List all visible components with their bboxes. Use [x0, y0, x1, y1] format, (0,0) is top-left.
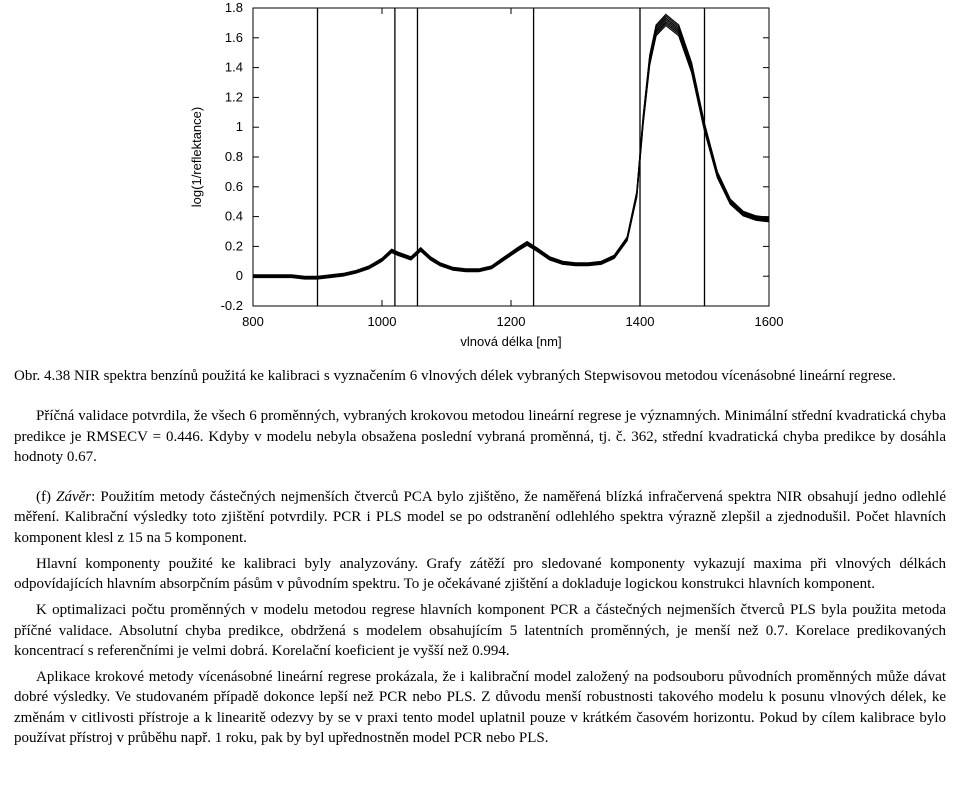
- nir-chart-svg: 800 1000 1200 1400 1600 -0.2 0 0.2 0.4 0.6 0.8 1 1.2…: [165, 0, 795, 350]
- svg-text:1: 1: [236, 119, 243, 134]
- paragraph-conclusion: (f) Závěr: Použitím metody částečných ne…: [14, 487, 946, 548]
- nir-spectrum-chart: 800 1000 1200 1400 1600 -0.2 0 0.2 0.4 0.6 0.8 1 1.2…: [165, 0, 795, 350]
- conclusion-rest: : Použitím metody částečných nejmenších …: [14, 489, 946, 546]
- svg-text:0.2: 0.2: [225, 238, 243, 253]
- svg-text:vlnová délka [nm]: vlnová délka [nm]: [460, 334, 561, 349]
- paragraph-components: Hlavní komponenty použité ke kalibraci b…: [14, 554, 946, 595]
- svg-text:1400: 1400: [626, 314, 655, 329]
- svg-text:1.8: 1.8: [225, 0, 243, 15]
- paragraph-stepwise: Aplikace krokové metody vícenásobné line…: [14, 667, 946, 748]
- paragraph-validation: Příčná validace potvrdila, že všech 6 pr…: [14, 406, 946, 467]
- conclusion-em: Závěr: [56, 489, 91, 505]
- svg-text:-0.2: -0.2: [221, 298, 243, 313]
- spacer: [14, 473, 946, 487]
- svg-text:0.8: 0.8: [225, 149, 243, 164]
- conclusion-prefix: (f): [36, 489, 56, 505]
- svg-text:1.4: 1.4: [225, 60, 243, 75]
- svg-text:1000: 1000: [368, 314, 397, 329]
- svg-text:1200: 1200: [497, 314, 526, 329]
- svg-text:0.6: 0.6: [225, 179, 243, 194]
- svg-text:1.6: 1.6: [225, 30, 243, 45]
- svg-text:1.2: 1.2: [225, 89, 243, 104]
- svg-text:0.4: 0.4: [225, 209, 243, 224]
- paragraph-optimization: K optimalizaci počtu proměnných v modelu…: [14, 600, 946, 661]
- svg-text:0: 0: [236, 268, 243, 283]
- svg-text:1600: 1600: [755, 314, 784, 329]
- svg-text:log(1/reflektance): log(1/reflektance): [189, 107, 204, 207]
- svg-text:800: 800: [242, 314, 264, 329]
- figure-caption: Obr. 4.38 NIR spektra benzínů použitá ke…: [14, 366, 946, 386]
